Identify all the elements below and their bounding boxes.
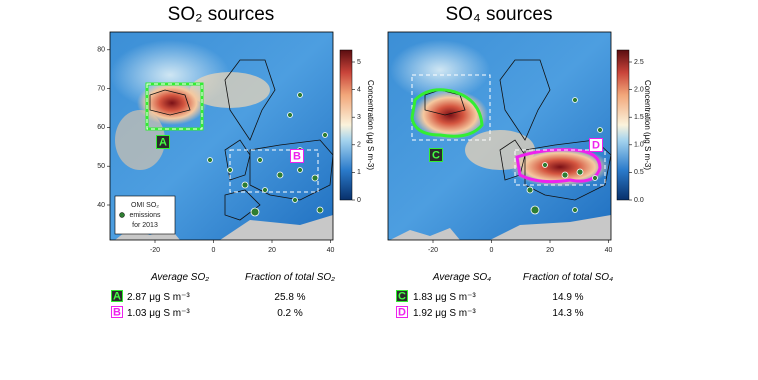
table-cell: 25.8 %	[274, 292, 305, 303]
legend-text: for 2013	[132, 222, 158, 229]
table-cell: 1.03 μg S m⁻³	[127, 308, 190, 319]
colorbar-tick-label: 0	[357, 197, 361, 204]
table-cell: 1.92 μg S m⁻³	[413, 308, 476, 319]
y-tick-label: 50	[97, 163, 105, 170]
colorbar-tick-label: 5	[357, 59, 361, 66]
region-badge	[111, 290, 123, 302]
x-tick-label: -20	[150, 247, 160, 254]
legend-text: OMI SO₂	[131, 202, 159, 209]
panel-title: SO₄ sources	[445, 4, 552, 25]
region-badge	[589, 138, 603, 152]
region-badge	[156, 135, 170, 149]
y-tick-label: 80	[97, 47, 105, 54]
legend-box	[114, 195, 176, 235]
colorbar-tick-label: 2	[357, 142, 361, 149]
colorbar-tick-label: 1.0	[634, 142, 644, 149]
table-header: Average SO₄	[432, 272, 491, 283]
region-label: D	[592, 139, 600, 151]
colorbar-label: Concentration (μg S m-3)	[366, 80, 375, 170]
table-cell: 14.9 %	[552, 292, 583, 303]
region-label: C	[398, 290, 406, 302]
legend-text: emissions	[129, 212, 161, 219]
region-badge	[396, 306, 408, 318]
colorbar-tick-label: 3	[357, 114, 361, 121]
x-tick-label: -20	[428, 247, 438, 254]
colorbar-tick-label: 4	[357, 86, 361, 93]
region-badge	[290, 149, 304, 163]
region-badge	[111, 306, 123, 318]
region-label: A	[159, 136, 167, 148]
colorbar-tick-label: 0.5	[634, 169, 644, 176]
x-tick-label: 0	[490, 247, 494, 254]
table-cell: 14.3 %	[552, 308, 583, 319]
region-label: D	[398, 306, 406, 318]
colorbar-label: Concentration (μg S m-3)	[643, 80, 652, 170]
y-tick-label: 60	[97, 124, 105, 131]
region-label: C	[432, 149, 440, 161]
region-badge	[429, 148, 443, 162]
table-cell: 2.87 μg S m⁻³	[127, 292, 190, 303]
y-tick-label: 40	[97, 202, 105, 209]
y-tick-label: 70	[97, 85, 105, 92]
table-header: Average SO₂	[150, 272, 209, 283]
colorbar-tick-label: 0.0	[634, 197, 644, 204]
map-right	[388, 32, 611, 240]
region-badge	[396, 290, 408, 302]
region-label: A	[113, 290, 121, 302]
colorbar-tick-label: 1.5	[634, 114, 644, 121]
x-tick-label: 20	[546, 247, 554, 254]
colorbar-tick-label: 2.5	[634, 59, 644, 66]
x-tick-label: 20	[268, 247, 276, 254]
x-tick-label: 40	[605, 247, 613, 254]
table-cell: 1.83 μg S m⁻³	[413, 292, 476, 303]
x-tick-label: 40	[327, 247, 335, 254]
panel-title: SO₂ sources	[168, 4, 275, 25]
region-label: B	[293, 150, 301, 162]
x-tick-label: 0	[212, 247, 216, 254]
region-label: B	[113, 306, 121, 318]
colorbar	[616, 49, 630, 201]
colorbar-tick-label: 2.0	[634, 86, 644, 93]
table-header: Fraction of total SO₂	[245, 272, 335, 283]
colorbar-tick-label: 1	[357, 169, 361, 176]
table-cell: 0.2 %	[277, 308, 303, 319]
colorbar	[339, 49, 353, 201]
table-header: Fraction of total SO₄	[523, 272, 613, 283]
